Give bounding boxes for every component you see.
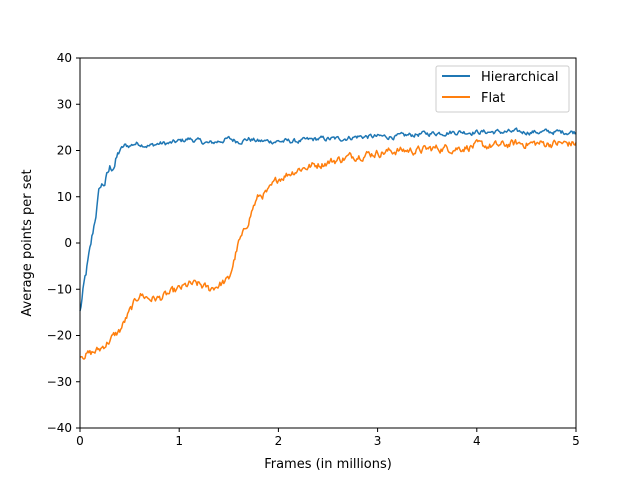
y-tick-label: 30 [57, 97, 72, 111]
x-tick-label: 4 [473, 434, 481, 448]
legend: Hierarchical Flat [435, 65, 570, 113]
y-tick-label: −20 [47, 329, 72, 343]
y-tick-label: −30 [47, 375, 72, 389]
x-tick-label: 3 [374, 434, 382, 448]
y-tick-label: 0 [64, 236, 72, 250]
legend-box [435, 65, 570, 113]
x-tick-label: 1 [175, 434, 183, 448]
y-tick-label: 20 [57, 144, 72, 158]
x-tick-label: 0 [76, 434, 84, 448]
series-line-flat [79, 139, 577, 360]
plot-area [79, 127, 577, 360]
legend-label-flat: Flat [481, 91, 505, 106]
x-tick-label: 2 [275, 434, 283, 448]
x-axis-label: Frames (in millions) [264, 457, 392, 472]
axis-ticks: 0 1 2 3 4 5 −40 −30 −20 −10 0 10 20 30 40 [47, 51, 580, 448]
y-tick-label: −40 [47, 421, 72, 435]
y-tick-label: 40 [57, 51, 72, 65]
legend-label-hierarchical: Hierarchical [481, 70, 558, 85]
y-axis-label: Average points per set [20, 169, 35, 316]
y-tick-label: 10 [57, 190, 72, 204]
y-tick-label: −10 [47, 282, 72, 296]
series-line-hierarchical [79, 127, 577, 312]
x-tick-label: 5 [572, 434, 580, 448]
